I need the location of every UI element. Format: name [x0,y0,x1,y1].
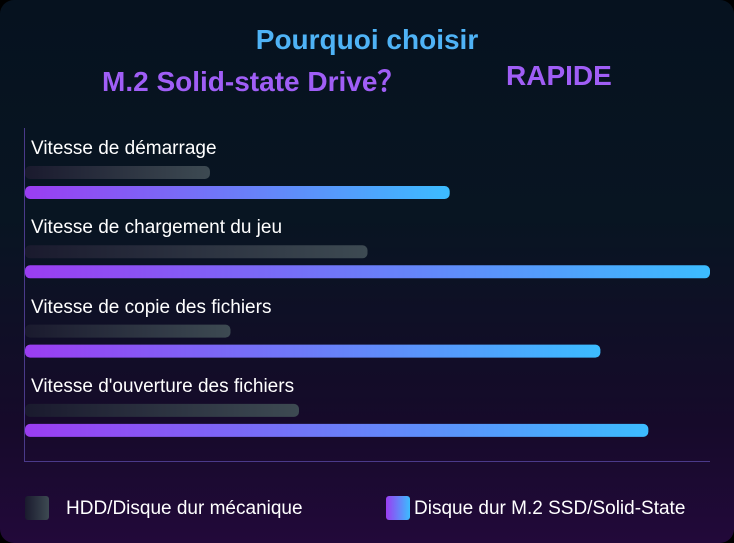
bar-hdd-3 [25,324,231,338]
category-label-2: Vitesse de chargement du jeu [31,217,283,239]
legend-label-ssd: Disque dur M.2 SSD/Solid-State [414,498,686,519]
legend-label-hdd: HDD/Disque dur mécanique [66,498,303,519]
chart-title-line1: Pourquoi choisir [255,24,479,55]
category-label-3: Vitesse de copie des fichiers [31,296,272,318]
bar-hdd-4 [25,403,299,417]
category-label-1: Vitesse de démarrage [31,138,217,159]
bar-hdd-2 [25,245,368,259]
chart-title-line2: M.2 Solid-state Drive？ [102,66,406,97]
legend-swatch-ssd [386,496,410,520]
legend-swatch-hdd [25,496,49,520]
chart-title-tag: RAPIDE [506,60,612,91]
bar-ssd-1 [25,186,450,199]
bar-ssd-4 [25,423,649,437]
bar-hdd-1 [25,166,210,179]
bar-ssd-2 [25,265,710,279]
category-label-4: Vitesse d'ouverture des fichiers [31,375,295,397]
bar-ssd-3 [25,344,601,358]
